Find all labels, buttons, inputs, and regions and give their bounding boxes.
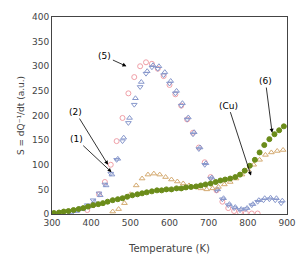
svg-text:(2): (2) xyxy=(69,107,82,117)
svg-text:300: 300 xyxy=(32,61,49,71)
svg-text:100: 100 xyxy=(32,160,49,170)
svg-text:700: 700 xyxy=(200,218,217,228)
svg-text:(Cu): (Cu) xyxy=(219,101,238,111)
svg-text:900: 900 xyxy=(278,218,295,228)
svg-text:350: 350 xyxy=(32,37,49,47)
svg-text:0: 0 xyxy=(43,209,49,219)
svg-text:50: 50 xyxy=(38,185,50,195)
svg-text:Temperature (K): Temperature (K) xyxy=(128,243,210,254)
svg-text:(5): (5) xyxy=(98,51,111,61)
svg-text:200: 200 xyxy=(32,111,49,121)
svg-text:500: 500 xyxy=(122,218,139,228)
svg-text:800: 800 xyxy=(239,218,256,228)
svg-text:(1): (1) xyxy=(70,134,83,144)
svg-text:S = dQ⁻¹/dt (a.u.): S = dQ⁻¹/dt (a.u.) xyxy=(16,76,26,155)
svg-text:250: 250 xyxy=(32,86,49,96)
svg-text:150: 150 xyxy=(32,135,49,145)
svg-text:(6): (6) xyxy=(259,76,272,86)
svg-text:400: 400 xyxy=(83,218,100,228)
svg-text:600: 600 xyxy=(161,218,178,228)
svg-text:400: 400 xyxy=(32,12,49,22)
svg-text:300: 300 xyxy=(43,218,60,228)
